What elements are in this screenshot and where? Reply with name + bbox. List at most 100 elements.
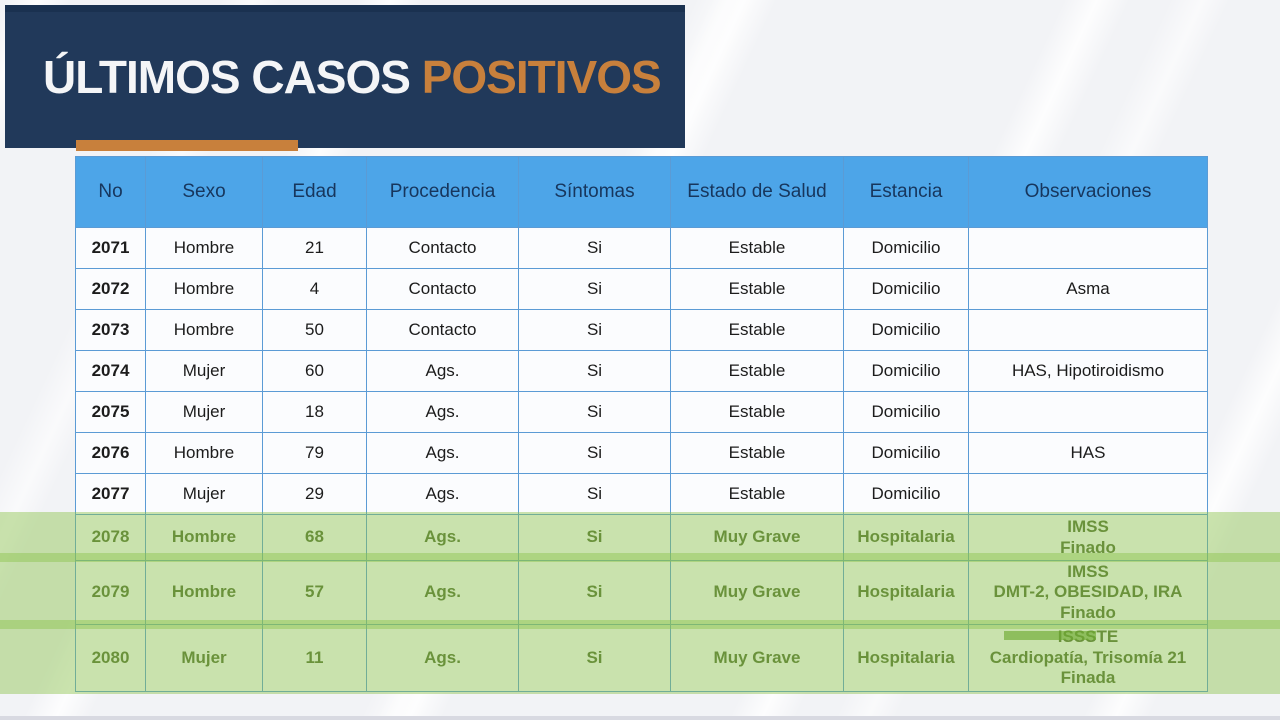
table-row: 2076 Hombre 79 Ags. Si Estable Domicilio HAS (75, 432, 1208, 474)
table-row: 2075 Mujer 18 Ags. Si Estable Domicilio (75, 391, 1208, 433)
table-cell: Si (518, 227, 671, 269)
table-cell: Hombre (145, 560, 263, 625)
table-cell: Si (518, 268, 671, 310)
table-cell: Si (518, 473, 671, 515)
table-cell: Estable (670, 268, 844, 310)
table-cell (968, 391, 1208, 433)
table-cell: Contacto (366, 227, 519, 269)
table-cell: Estable (670, 473, 844, 515)
table-cell: Si (518, 432, 671, 474)
table-cell: Ags. (366, 473, 519, 515)
table-cell: Hospitalaria (843, 560, 969, 625)
header-cell: Edad (262, 156, 367, 228)
table-cell: Domicilio (843, 227, 969, 269)
table-cell: Mujer (145, 473, 263, 515)
table-cell: Asma (968, 268, 1208, 310)
table-cell: Domicilio (843, 309, 969, 351)
header-cell: Sexo (145, 156, 263, 228)
table-cell: 2078 (75, 514, 146, 561)
table-cell: Hospitalaria (843, 624, 969, 692)
table-cell: Contacto (366, 309, 519, 351)
table-row: 2073 Hombre 50 Contacto Si Estable Domicilio (75, 309, 1208, 351)
table-cell: 2077 (75, 473, 146, 515)
table-cell: Ags. (366, 391, 519, 433)
table-cell: Domicilio (843, 268, 969, 310)
title-banner: ÚLTIMOS CASOS POSITIVOS (5, 5, 685, 148)
table-cell: 2080 (75, 624, 146, 692)
table-cell: 21 (262, 227, 367, 269)
table-cell: Si (518, 624, 671, 692)
header-cell: Procedencia (366, 156, 519, 228)
table-cell: 60 (262, 350, 367, 392)
table-cell: Contacto (366, 268, 519, 310)
table-cell: Si (518, 514, 671, 561)
cases-table-wrapper: No Sexo Edad Procedencia Síntomas Estado de S… (75, 156, 1208, 692)
header-cell: Síntomas (518, 156, 671, 228)
table-cell: 2071 (75, 227, 146, 269)
table-cell: Ags. (366, 514, 519, 561)
table-row: 2072 Hombre 4 Contacto Si Estable Domicilio Asm… (75, 268, 1208, 310)
table-cell: Si (518, 309, 671, 351)
table-cell: HAS (968, 432, 1208, 474)
table-cell: Estable (670, 391, 844, 433)
table-cell: 2076 (75, 432, 146, 474)
table-cell: Estable (670, 227, 844, 269)
table-cell: Ags. (366, 350, 519, 392)
table-cell: 4 (262, 268, 367, 310)
table-cell: Ags. (366, 560, 519, 625)
table-cell: Mujer (145, 624, 263, 692)
table-cell: Si (518, 391, 671, 433)
table-cell (968, 309, 1208, 351)
table-row: 2077 Mujer 29 Ags. Si Estable Domicilio (75, 473, 1208, 515)
table-cell: Muy Grave (670, 624, 844, 692)
table-cell: HAS, Hipotiroidismo (968, 350, 1208, 392)
table-cell: Hombre (145, 268, 263, 310)
table-row: 2079 Hombre 57 Ags. Si Muy Grave Hospitalaria I… (75, 560, 1208, 625)
page-title-accent: POSITIVOS (421, 50, 662, 103)
table-cell: 68 (262, 514, 367, 561)
table-cell: Muy Grave (670, 560, 844, 625)
table-cell (968, 227, 1208, 269)
table-cell: 2072 (75, 268, 146, 310)
table-cell: 2074 (75, 350, 146, 392)
page-title: ÚLTIMOS CASOS POSITIVOS (43, 50, 662, 104)
table-cell: Mujer (145, 391, 263, 433)
title-accent-bar (76, 140, 298, 151)
header-cell: No (75, 156, 146, 228)
table-cell: 2079 (75, 560, 146, 625)
header-cell: Observaciones (968, 156, 1208, 228)
table-row: 2078 Hombre 68 Ags. Si Muy Grave Hospitalaria I… (75, 514, 1208, 561)
table-cell: Estable (670, 350, 844, 392)
table-cell: 50 (262, 309, 367, 351)
table-row: 2074 Mujer 60 Ags. Si Estable Domicilio HAS, Hi… (75, 350, 1208, 392)
table-cell: Estable (670, 432, 844, 474)
table-cell (968, 473, 1208, 515)
table-cell: Hombre (145, 309, 263, 351)
table-cell: Hombre (145, 514, 263, 561)
cases-table: No Sexo Edad Procedencia Síntomas Estado de S… (75, 156, 1208, 692)
table-cell: Muy Grave (670, 514, 844, 561)
table-cell: Estable (670, 309, 844, 351)
table-cell: Ags. (366, 432, 519, 474)
table-cell: Hospitalaria (843, 514, 969, 561)
table-cell: 29 (262, 473, 367, 515)
table-body: 2071 Hombre 21 Contacto Si Estable Domicilio 20… (75, 227, 1208, 692)
table-cell: Domicilio (843, 350, 969, 392)
table-cell: Domicilio (843, 391, 969, 433)
table-cell: Domicilio (843, 473, 969, 515)
table-cell: IMSS DMT-2, OBESIDAD, IRA Finado (968, 560, 1208, 625)
table-header-row: No Sexo Edad Procedencia Síntomas Estado de S… (75, 156, 1208, 228)
header-cell: Estancia (843, 156, 969, 228)
table-cell: 79 (262, 432, 367, 474)
table-cell: Hombre (145, 227, 263, 269)
table-cell: Domicilio (843, 432, 969, 474)
table-cell: ISSSTE Cardiopatía, Trisomía 21 Finada (968, 624, 1208, 692)
table-cell: 11 (262, 624, 367, 692)
bottom-edge-strip (0, 716, 1280, 720)
table-cell: Si (518, 560, 671, 625)
table-cell: 2075 (75, 391, 146, 433)
table-cell: 57 (262, 560, 367, 625)
page-title-main: ÚLTIMOS CASOS (43, 50, 422, 103)
table-cell: Ags. (366, 624, 519, 692)
